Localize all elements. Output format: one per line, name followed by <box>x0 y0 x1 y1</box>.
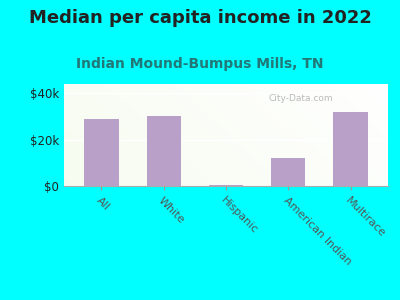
Bar <box>209 185 243 186</box>
Bar <box>334 112 368 186</box>
Text: Indian Mound-Bumpus Mills, TN: Indian Mound-Bumpus Mills, TN <box>76 57 324 71</box>
Bar <box>271 158 306 186</box>
Bar <box>84 119 118 186</box>
Text: City-Data.com: City-Data.com <box>268 94 333 103</box>
Text: Median per capita income in 2022: Median per capita income in 2022 <box>28 9 372 27</box>
Bar <box>146 116 181 186</box>
